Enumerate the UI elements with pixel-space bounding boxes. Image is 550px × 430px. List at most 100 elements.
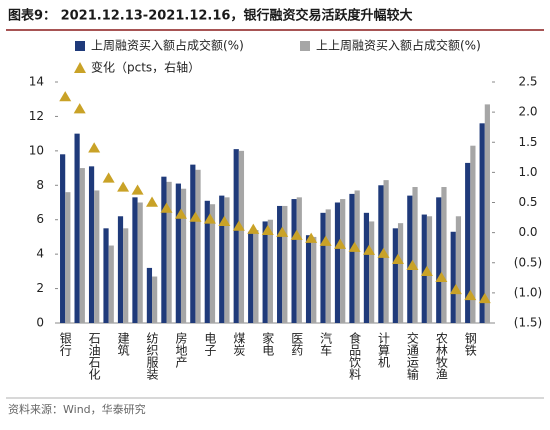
- y-tick-label: 8: [36, 178, 44, 192]
- change-marker: [334, 238, 347, 249]
- legend-label: 变化（pcts，右轴）: [91, 60, 200, 75]
- legend-swatch: [74, 62, 86, 73]
- bar: [132, 197, 138, 323]
- x-tick-label: 家电: [261, 331, 275, 356]
- change-marker: [160, 202, 173, 213]
- bar: [161, 176, 167, 323]
- y2-tick-label: (1.0): [514, 285, 542, 299]
- bar: [65, 192, 71, 323]
- change-marker: [478, 292, 491, 304]
- x-tick-label: 建筑: [116, 332, 130, 356]
- bar: [262, 221, 268, 323]
- x-tick-label: 交通运输: [405, 331, 419, 381]
- change-marker: [305, 232, 318, 243]
- bar: [354, 190, 360, 323]
- bar: [334, 202, 341, 323]
- bar: [436, 197, 442, 323]
- x-tick-label: 计算机: [377, 332, 391, 368]
- bar: [108, 245, 114, 323]
- change-marker: [435, 271, 448, 283]
- y2-tick-label: 2.0: [518, 105, 537, 119]
- bar: [305, 235, 312, 323]
- bar: [320, 212, 326, 323]
- bar: [392, 228, 398, 323]
- bar: [412, 187, 418, 323]
- bar: [219, 195, 225, 323]
- bar: [166, 181, 172, 323]
- change-marker: [131, 184, 144, 195]
- change-marker: [189, 211, 202, 222]
- bar: [470, 145, 476, 323]
- bar: [238, 150, 245, 323]
- bar: [88, 166, 95, 323]
- bar: [123, 228, 129, 323]
- change-marker: [174, 208, 187, 219]
- bar: [465, 162, 471, 323]
- bar: [152, 276, 158, 323]
- bar: [74, 133, 80, 323]
- change-marker: [146, 196, 159, 207]
- bar: [248, 231, 254, 323]
- bar: [407, 195, 413, 323]
- bar: [383, 180, 389, 323]
- bar: [369, 221, 375, 323]
- change-marker: [218, 215, 231, 226]
- change-marker: [348, 241, 361, 252]
- change-marker: [261, 224, 274, 236]
- bar: [421, 214, 427, 323]
- chart-title: 图表9： 2021.12.13-2021.12.16，银行融资交易活跃度升幅较大: [8, 8, 412, 24]
- y2-tick-label: 0.5: [518, 195, 537, 209]
- change-marker: [449, 283, 462, 295]
- bar: [277, 205, 283, 323]
- x-tick-label: 纺织服装: [145, 332, 159, 381]
- bar: [363, 212, 370, 323]
- change-marker: [420, 265, 433, 276]
- change-marker: [88, 142, 101, 153]
- bar: [253, 230, 259, 323]
- y-tick-label: 14: [29, 75, 44, 89]
- y-tick-label: 4: [36, 247, 44, 261]
- bar: [397, 223, 404, 323]
- bar: [190, 164, 196, 323]
- bar: [296, 197, 302, 323]
- change-marker: [319, 235, 332, 246]
- change-marker: [59, 91, 72, 102]
- bar: [180, 188, 187, 323]
- legend-label: 上上周融资买入额占成交额(%): [316, 38, 481, 53]
- y2-tick-label: (1.5): [514, 316, 542, 330]
- bar: [60, 154, 66, 323]
- change-marker: [102, 172, 115, 183]
- x-tick-label: 房地产: [174, 331, 188, 369]
- bar: [450, 231, 456, 323]
- bar: [233, 149, 239, 323]
- legend-swatch: [75, 41, 85, 51]
- y2-tick-label: (0.5): [514, 255, 542, 269]
- legend-label: 上周融资买入额占成交额(%): [91, 38, 244, 53]
- x-tick-label: 汽车: [319, 331, 333, 357]
- y-tick-label: 2: [36, 281, 44, 295]
- bar: [267, 219, 273, 323]
- x-tick-label: 银行: [58, 332, 72, 356]
- change-marker: [406, 259, 419, 270]
- y2-tick-label: 1.5: [518, 135, 537, 149]
- bar: [224, 197, 230, 323]
- x-tick-label: 钢铁: [463, 332, 477, 356]
- change-marker: [391, 253, 404, 264]
- bar: [175, 183, 181, 323]
- bar: [426, 216, 433, 323]
- bar: [325, 209, 331, 323]
- y2-tick-label: 1.0: [518, 165, 537, 179]
- bar: [455, 216, 462, 323]
- change-marker: [363, 244, 376, 255]
- y2-tick-label: 2.5: [518, 75, 537, 89]
- change-marker: [203, 213, 216, 224]
- bar: [204, 200, 210, 323]
- bar: [195, 169, 201, 323]
- change-marker: [464, 289, 477, 301]
- change-marker: [232, 220, 245, 231]
- bar: [117, 216, 124, 323]
- y2-tick-label: 0.0: [518, 225, 537, 239]
- bar: [291, 199, 297, 323]
- legend-swatch: [300, 41, 310, 51]
